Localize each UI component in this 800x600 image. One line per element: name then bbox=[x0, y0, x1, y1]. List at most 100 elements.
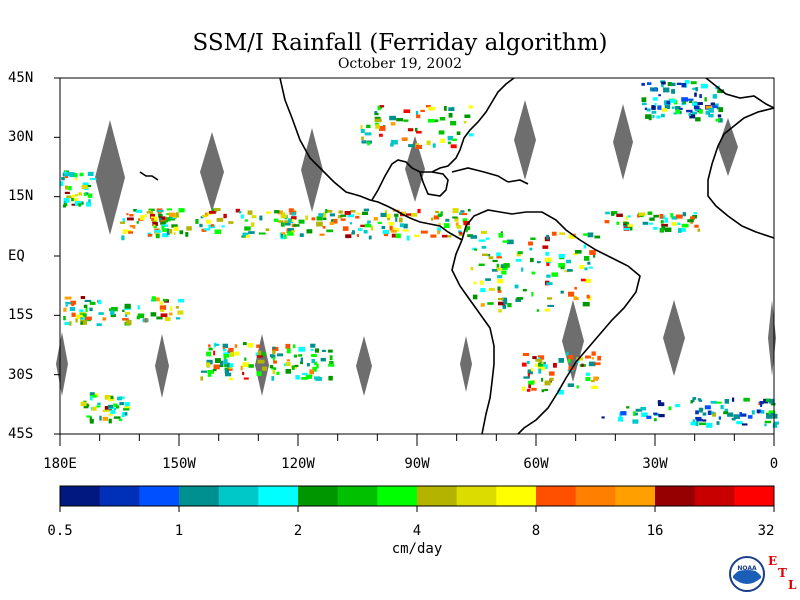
rain-cell bbox=[496, 267, 501, 271]
rain-cell bbox=[272, 350, 276, 355]
rain-cell bbox=[692, 397, 697, 400]
colorbar-swatch bbox=[60, 486, 101, 506]
rain-cell bbox=[178, 298, 185, 303]
rain-cell bbox=[71, 196, 74, 202]
rain-cell bbox=[583, 244, 587, 249]
rain-cell bbox=[144, 214, 147, 218]
rain-cell bbox=[435, 210, 440, 213]
rain-cell bbox=[390, 229, 397, 233]
rain-cell bbox=[291, 216, 297, 220]
rain-cell bbox=[564, 270, 569, 273]
rain-cell bbox=[647, 211, 653, 215]
rain-cell bbox=[681, 97, 688, 102]
rain-cell bbox=[314, 361, 318, 366]
rain-cell bbox=[710, 102, 715, 106]
rain-cell bbox=[274, 210, 280, 214]
rain-cell bbox=[528, 241, 533, 246]
rain-cell bbox=[403, 223, 408, 229]
rain-cell bbox=[329, 361, 334, 365]
rain-cell bbox=[310, 348, 314, 351]
rain-cell bbox=[542, 245, 549, 249]
rain-cell bbox=[415, 110, 419, 115]
colorbar-swatch bbox=[734, 486, 775, 506]
rain-cell bbox=[281, 232, 286, 235]
rain-cell bbox=[223, 359, 228, 364]
rain-cell bbox=[707, 410, 712, 415]
rain-cell bbox=[657, 105, 662, 110]
rain-cell bbox=[202, 214, 208, 218]
rain-cell bbox=[110, 395, 114, 400]
rain-cell bbox=[502, 304, 507, 309]
rain-cell bbox=[169, 312, 173, 316]
rain-cell bbox=[256, 355, 263, 358]
rain-cell bbox=[515, 298, 521, 302]
rain-cell bbox=[122, 218, 125, 224]
rain-cell bbox=[155, 233, 160, 239]
rain-cell bbox=[216, 217, 224, 222]
rain-cell bbox=[170, 306, 173, 311]
rain-cell bbox=[63, 172, 71, 177]
rain-cell bbox=[71, 312, 76, 317]
swath-gap bbox=[460, 336, 472, 392]
rain-cell bbox=[326, 229, 334, 233]
rain-cell bbox=[132, 225, 136, 229]
rain-cell bbox=[473, 281, 477, 285]
rain-cell bbox=[653, 226, 658, 230]
rain-cell bbox=[340, 214, 347, 217]
rain-cell bbox=[113, 403, 118, 407]
rain-cell bbox=[438, 130, 445, 135]
rain-cell bbox=[161, 224, 168, 227]
rain-cell bbox=[591, 357, 594, 360]
rain-cell bbox=[355, 215, 360, 219]
rain-cell bbox=[567, 355, 574, 360]
rain-cell bbox=[206, 351, 212, 357]
rain-cell bbox=[228, 221, 234, 224]
rain-cell bbox=[416, 130, 422, 134]
rain-cell bbox=[124, 406, 131, 409]
colorbar-swatch bbox=[218, 486, 259, 506]
rain-cell bbox=[531, 387, 537, 391]
rain-cell bbox=[271, 376, 275, 381]
rain-cell bbox=[361, 136, 364, 140]
rain-cell bbox=[405, 213, 412, 216]
rain-cell bbox=[698, 399, 703, 402]
rain-cell bbox=[764, 423, 767, 427]
rain-cell bbox=[757, 409, 760, 414]
rain-cell bbox=[65, 304, 68, 307]
rain-cell bbox=[281, 222, 285, 227]
rain-cell bbox=[660, 220, 664, 224]
rain-cell bbox=[145, 317, 147, 323]
rain-cell bbox=[464, 114, 471, 118]
rain-cell bbox=[658, 402, 665, 407]
rain-cell bbox=[78, 192, 82, 196]
rain-cell bbox=[768, 410, 776, 416]
rain-cell bbox=[447, 235, 452, 238]
rain-cell bbox=[310, 343, 316, 348]
rain-cell bbox=[227, 363, 230, 368]
rain-cell bbox=[426, 140, 431, 146]
rain-cell bbox=[551, 231, 557, 236]
rain-cell bbox=[84, 299, 92, 302]
rain-cell bbox=[652, 115, 655, 119]
rain-cell bbox=[118, 418, 123, 422]
rain-cell bbox=[368, 235, 372, 240]
rain-cell bbox=[584, 278, 591, 283]
rain-cell bbox=[720, 405, 724, 410]
rain-cell bbox=[586, 294, 590, 299]
rain-cell bbox=[364, 132, 372, 136]
coastline-hawaii bbox=[139, 171, 159, 181]
rain-cell bbox=[696, 102, 703, 105]
rain-cell bbox=[671, 216, 678, 220]
rain-cell bbox=[122, 318, 129, 321]
rain-cell bbox=[306, 229, 313, 234]
rain-cell bbox=[472, 294, 478, 300]
rain-cell bbox=[80, 321, 83, 325]
rain-cell bbox=[553, 362, 557, 368]
rain-cell bbox=[522, 362, 527, 367]
rain-cell bbox=[356, 212, 361, 215]
rain-cell bbox=[377, 105, 381, 111]
rain-cell bbox=[90, 177, 97, 180]
rain-cell bbox=[285, 343, 291, 349]
rain-cell bbox=[660, 113, 665, 118]
rain-cell bbox=[309, 369, 314, 375]
